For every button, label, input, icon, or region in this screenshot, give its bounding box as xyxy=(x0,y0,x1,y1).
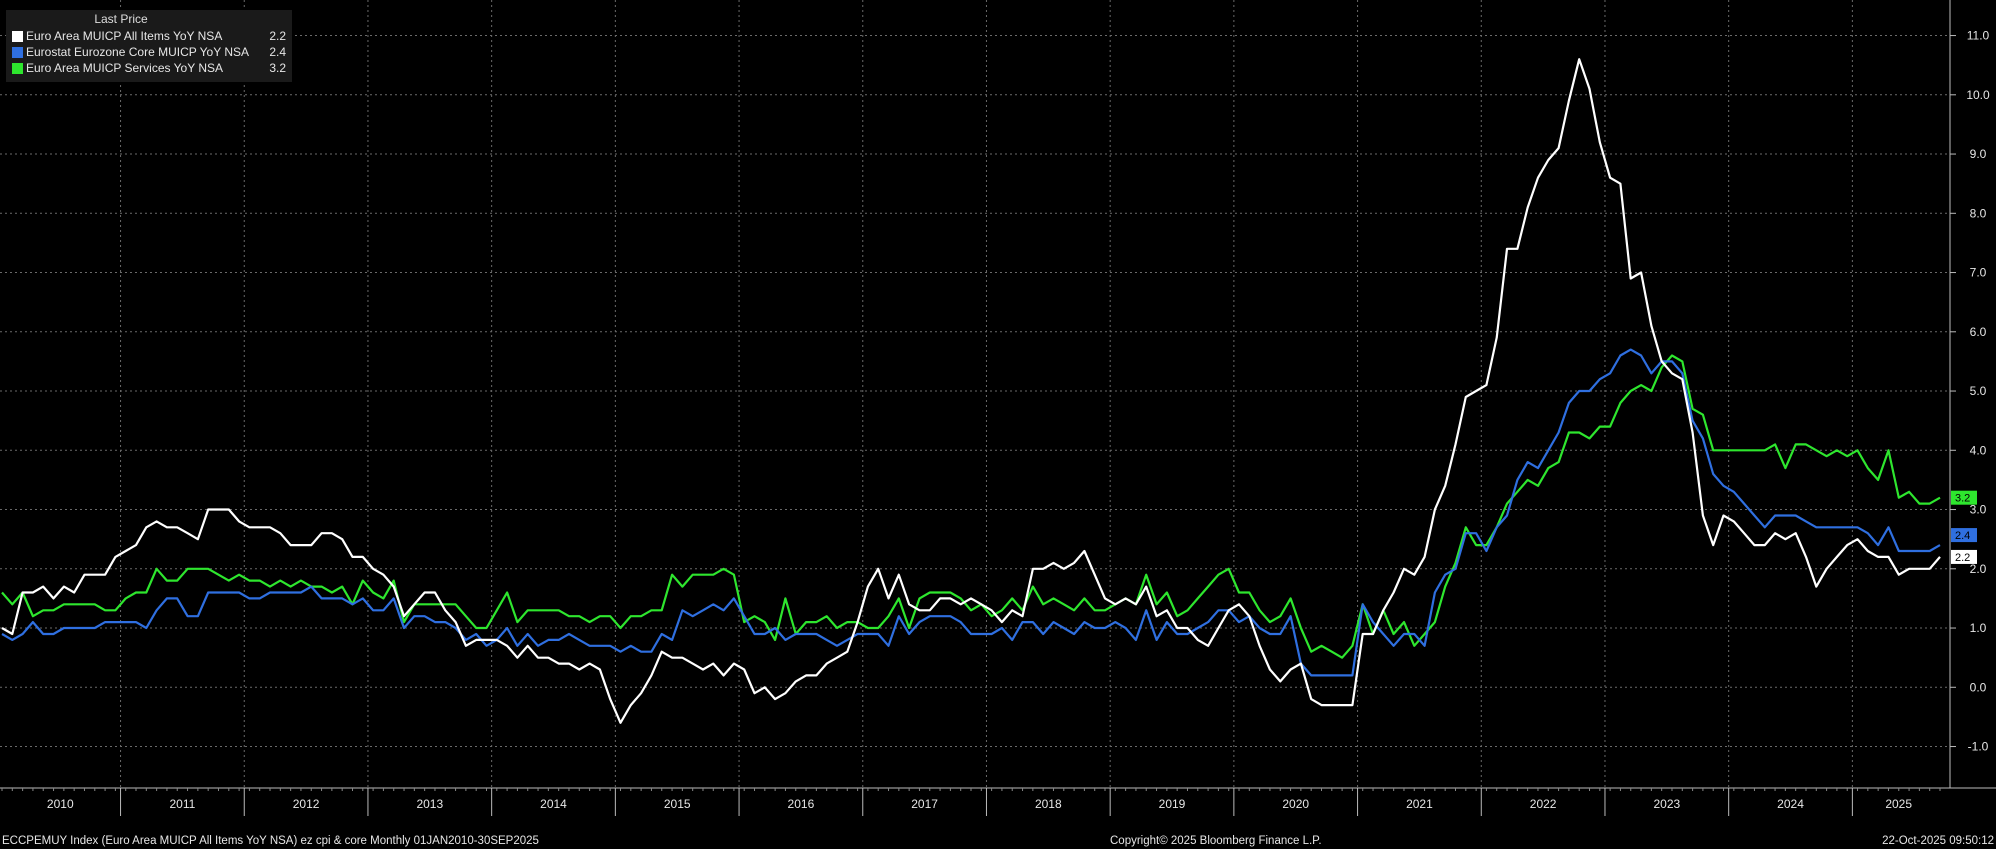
chart-grid xyxy=(0,0,1950,788)
y-tick-label: 8.0 xyxy=(1970,206,1987,220)
x-tick-label: 2019 xyxy=(1159,797,1186,811)
footer-security-description: ECCPEMUY Index (Euro Area MUICP All Item… xyxy=(2,835,539,847)
x-tick-label: 2011 xyxy=(169,797,195,811)
badge-all-items-bg xyxy=(1951,549,1977,564)
x-tick-label: 2012 xyxy=(293,797,320,811)
last-value-badges: 2.2 2.4 3.2 xyxy=(1951,490,1977,564)
x-tick-label: 2018 xyxy=(1035,797,1062,811)
y-tick-label: 0.0 xyxy=(1970,680,1987,694)
y-tick-label: 9.0 xyxy=(1970,147,1987,161)
x-tick-label: 2023 xyxy=(1653,797,1680,811)
legend-label: Euro Area MUICP All Items YoY NSA xyxy=(26,29,223,43)
badge-core-bg xyxy=(1951,528,1977,543)
legend-item-all-items: Euro Area MUICP All Items YoY NSA 2.2 xyxy=(6,28,292,44)
x-tick-label: 2025 xyxy=(1885,797,1912,811)
footer-timestamp: 22-Oct-2025 09:50:12 xyxy=(1882,835,1994,847)
x-tick-label: 2017 xyxy=(911,797,938,811)
footer-copyright: Copyright© 2025 Bloomberg Finance L.P. xyxy=(1110,835,1322,847)
x-tick-label: 2022 xyxy=(1530,797,1557,811)
x-tick-label: 2016 xyxy=(788,797,815,811)
legend-item-core: Eurostat Eurozone Core MUICP YoY NSA 2.4 xyxy=(6,44,292,60)
legend-last-value: 3.2 xyxy=(269,61,286,75)
legend-last-value: 2.4 xyxy=(269,45,286,59)
y-tick-label: 1.0 xyxy=(1970,621,1987,635)
y-tick-label: 4.0 xyxy=(1970,443,1987,457)
x-tick-label: 2015 xyxy=(664,797,691,811)
series-core-line xyxy=(1,348,1941,677)
legend-header: Last Price xyxy=(94,12,148,26)
legend-label: Eurostat Eurozone Core MUICP YoY NSA xyxy=(26,45,250,59)
badge-all-items-label: 2.2 xyxy=(1955,552,1970,564)
badge-services-bg xyxy=(1951,490,1977,505)
x-tick-label: 2024 xyxy=(1777,797,1804,811)
y-tick-label: 3.0 xyxy=(1970,503,1987,517)
legend-label: Euro Area MUICP Services YoY NSA xyxy=(26,61,223,75)
y-tick-label: 7.0 xyxy=(1970,266,1987,280)
x-tick-label: 2020 xyxy=(1282,797,1309,811)
legend-swatch xyxy=(12,46,23,58)
badge-services-label: 3.2 xyxy=(1955,493,1970,505)
x-tick-label: 2021 xyxy=(1406,797,1433,811)
x-tick-label: 2014 xyxy=(540,797,567,811)
chart-legend: Last Price Euro Area MUICP All Items YoY… xyxy=(6,10,292,82)
legend-swatch xyxy=(12,62,23,74)
y-axis: -1.0 0.0 1.0 2.0 3.0 4.0 5.0 6.0 7.0 8.0 9.0 10.0 11… xyxy=(1949,0,1990,788)
y-tick-label: 6.0 xyxy=(1970,325,1987,339)
y-tick-label: 5.0 xyxy=(1970,384,1987,398)
legend-last-value: 2.2 xyxy=(269,29,286,43)
badge-core-label: 2.4 xyxy=(1955,530,1970,542)
legend-item-services: Euro Area MUICP Services YoY NSA 3.2 xyxy=(6,60,292,76)
y-tick-label: -1.0 xyxy=(1968,740,1989,754)
y-tick-label: 2.0 xyxy=(1970,562,1987,576)
x-tick-label: 2013 xyxy=(416,797,443,811)
chart-footer: ECCPEMUY Index (Euro Area MUICP All Item… xyxy=(0,834,1996,849)
x-tick-label: 2010 xyxy=(47,797,74,811)
y-tick-label: 11.0 xyxy=(1967,29,1990,43)
series-layer xyxy=(1,58,1941,724)
x-axis: 2010 2011 2012 2013 2014 2015 2016 2017 2018 2019… xyxy=(0,787,1996,816)
series-services-line xyxy=(1,354,1941,659)
legend-swatch xyxy=(12,30,23,42)
series-all-items-line xyxy=(1,58,1941,724)
y-tick-label: 10.0 xyxy=(1966,88,1990,102)
